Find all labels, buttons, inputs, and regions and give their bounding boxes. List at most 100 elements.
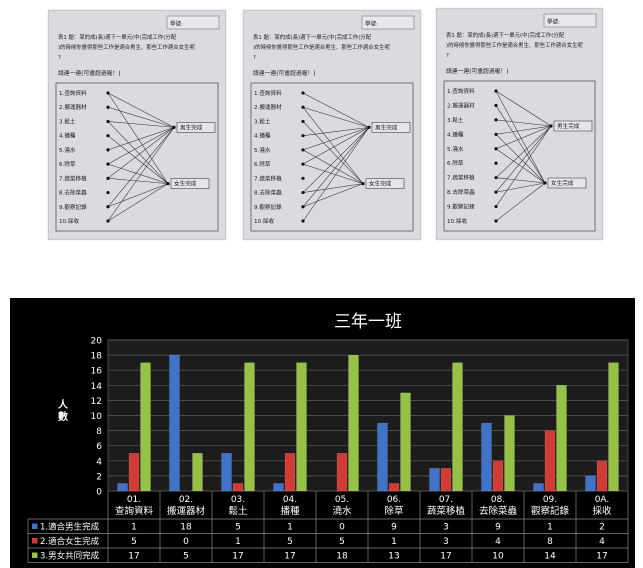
x-tick-label: 07. xyxy=(439,495,453,505)
connection-line xyxy=(107,92,175,128)
task-dot xyxy=(106,91,110,95)
stamp-box xyxy=(543,13,597,28)
task-label: 6.除草 xyxy=(447,159,464,167)
bar xyxy=(140,362,151,492)
task-dot xyxy=(301,91,305,95)
bar xyxy=(296,362,307,492)
connection-line xyxy=(495,182,546,193)
task-label: 2.搬運器材 xyxy=(59,103,87,111)
legend-swatch xyxy=(32,552,38,558)
legend-swatch xyxy=(32,538,38,544)
y-tick-label: 16 xyxy=(91,367,103,377)
task-label: 5.澆水 xyxy=(59,146,76,154)
y-tick-label: 20 xyxy=(91,337,103,347)
bar xyxy=(221,453,232,492)
data-table-value: 0 xyxy=(339,523,345,533)
connection-line xyxy=(107,183,169,222)
target-dot xyxy=(543,181,547,185)
x-tick-label: 澆水 xyxy=(332,505,352,517)
instruction-line: )的時候你覺得那些工作是適合男生、那些工作適合女生呢 xyxy=(446,41,583,49)
x-tick-label: 05. xyxy=(335,495,349,505)
data-table-value: 2 xyxy=(599,523,605,533)
stamp-box xyxy=(361,15,415,30)
x-tick-label: 04. xyxy=(283,495,297,505)
instruction-line: 表1 題：某的成(長)適下一單元(中)完成工作(分配 xyxy=(253,33,372,41)
legend-label: 2.適合女生完成 xyxy=(40,536,100,547)
instruction-line: ? xyxy=(253,55,256,61)
data-table-value: 18 xyxy=(336,552,348,562)
data-table-value: 3 xyxy=(443,523,449,533)
bar xyxy=(244,362,255,492)
task-label: 3.鬆土 xyxy=(254,117,271,125)
target-dot xyxy=(367,125,371,129)
bar xyxy=(608,362,619,492)
instruction-line: ? xyxy=(58,55,61,61)
y-axis-label: 人數 xyxy=(58,398,69,423)
data-table-value: 17 xyxy=(232,552,243,562)
target-label: 女生完成 xyxy=(551,179,574,187)
bar xyxy=(192,453,203,492)
x-tick-label: 採收 xyxy=(592,505,612,517)
y-tick-label: 18 xyxy=(91,352,103,362)
connection-line xyxy=(107,127,175,179)
data-table-value: 0 xyxy=(183,537,189,547)
task-dot xyxy=(494,190,498,194)
connection-lines xyxy=(495,90,552,222)
bar xyxy=(481,422,492,492)
y-tick-label: 8 xyxy=(96,427,102,437)
task-label: 5.澆水 xyxy=(254,146,271,154)
target-label: 女生完成 xyxy=(369,180,392,188)
connection-line xyxy=(495,125,552,193)
legend-swatch xyxy=(32,523,38,529)
bar xyxy=(348,354,359,492)
task-dot xyxy=(106,148,110,152)
connection-line xyxy=(302,163,364,184)
bar xyxy=(452,362,463,492)
task-label: 6.除草 xyxy=(59,160,76,168)
worksheet-box xyxy=(250,82,414,232)
task-dot xyxy=(106,205,110,209)
task-label: 10.採收 xyxy=(254,217,274,225)
prompt-text: 請連一連(可畫超過喔！) xyxy=(253,69,316,77)
data-table-value: 1 xyxy=(131,523,137,533)
target-dot xyxy=(549,124,553,128)
data-table-value: 13 xyxy=(388,552,399,562)
connection-line xyxy=(107,163,169,184)
connection-line xyxy=(302,127,370,222)
y-tick-label: 4 xyxy=(96,457,102,467)
task-label: 9.觀察記錄 xyxy=(59,203,87,211)
task-label: 5.澆水 xyxy=(447,145,464,153)
connection-line xyxy=(302,92,370,128)
worksheet-photo-2: 學號: 表1 題：某的成(長)適下一單元(中)完成工作(分配)的時候你覺得那些工作… xyxy=(243,10,421,240)
task-label: 3.鬆土 xyxy=(447,116,464,124)
data-table-value: 5 xyxy=(339,537,345,547)
instruction-line: )的時候你覺得那些工作是適合男生、那些工作適合女生呢 xyxy=(253,43,390,51)
bar xyxy=(400,392,411,492)
task-label: 1.查詢資料 xyxy=(254,89,282,97)
task-label: 9.觀察記錄 xyxy=(447,203,475,211)
instruction-line: ? xyxy=(446,53,449,59)
bar xyxy=(440,468,452,492)
bar xyxy=(336,453,348,492)
connection-lines xyxy=(107,92,175,222)
connection-line xyxy=(302,183,364,208)
task-dot xyxy=(494,204,498,209)
bar xyxy=(128,453,140,492)
task-label: 2.搬運器材 xyxy=(254,103,282,111)
connection-line xyxy=(302,127,370,193)
data-table-value: 17 xyxy=(284,552,295,562)
x-tick-label: 09. xyxy=(543,495,557,505)
bar-chart: 三年一班02468101214161820人數01.查詢資料02.搬運器材03.… xyxy=(27,312,629,563)
target-dot xyxy=(172,125,176,129)
task-label: 7.蔬菜移植 xyxy=(59,174,87,182)
task-dot xyxy=(301,190,305,195)
data-table-value: 3 xyxy=(443,537,449,547)
task-label: 10.採收 xyxy=(447,217,467,225)
bar xyxy=(544,430,556,492)
data-table-value: 17 xyxy=(440,552,451,562)
x-tick-label: 查詢資料 xyxy=(115,505,154,517)
task-dot xyxy=(494,219,498,223)
x-tick-label: 蔬菜移植 xyxy=(427,505,466,517)
instruction-line: 表1 題：某的成(長)適下一單元(中)完成工作(分配 xyxy=(446,31,565,39)
task-dot xyxy=(106,219,110,223)
